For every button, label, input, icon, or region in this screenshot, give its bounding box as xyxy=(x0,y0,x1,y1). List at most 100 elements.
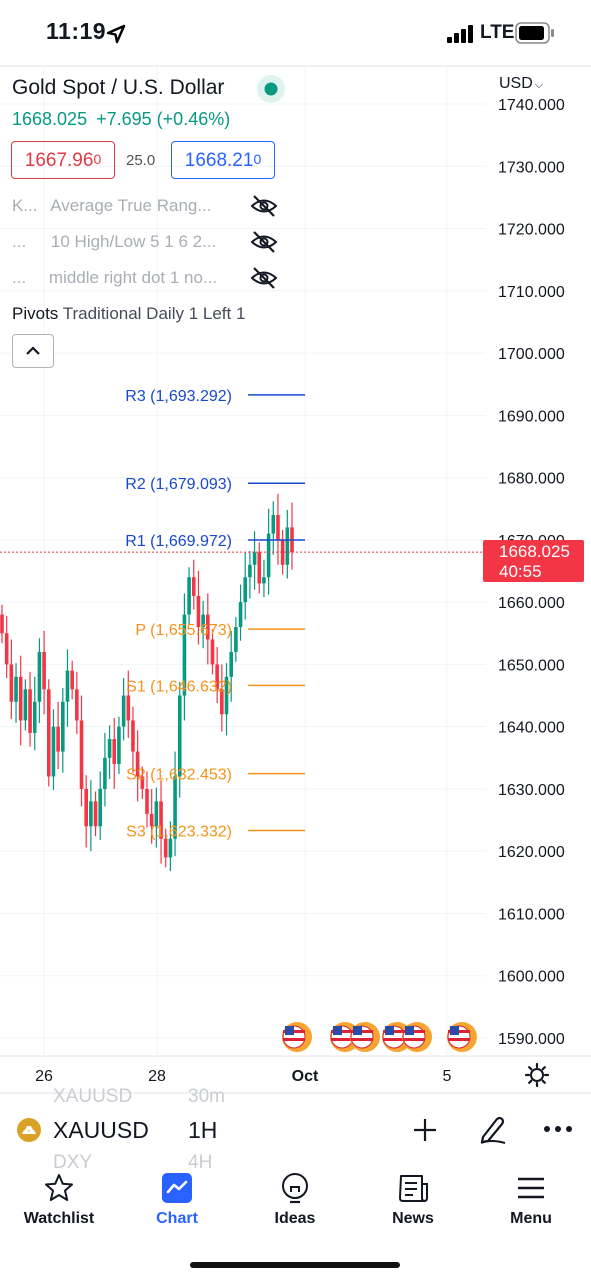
nav-chart[interactable]: Chart xyxy=(127,1172,227,1227)
price-change-line: 1668.025 +7.695 (+0.46%) xyxy=(12,109,230,130)
candle-body xyxy=(177,695,182,777)
flag-canton xyxy=(285,1026,294,1035)
nav-label: News xyxy=(392,1210,434,1227)
symbol-picker[interactable]: XAUUSD xyxy=(53,1117,149,1143)
star-icon xyxy=(45,1174,73,1201)
pivot-label: R1 (1,669.972) xyxy=(125,533,232,550)
flag-canton xyxy=(385,1026,394,1035)
pivot-label: S1 (1,646.632) xyxy=(126,678,232,695)
candle-body xyxy=(121,695,126,727)
candle-body xyxy=(262,577,266,584)
more-options-icon[interactable] xyxy=(543,1124,573,1134)
ask-price: 1668.21 xyxy=(184,150,254,171)
indicator-legend-atr[interactable]: K... Average True Rang... xyxy=(12,196,212,216)
candle-body xyxy=(42,651,46,690)
eye-hidden-icon[interactable] xyxy=(250,194,278,218)
indicator-legend-highlow[interactable]: ... 10 High/Low 5 1 6 2... xyxy=(12,232,216,252)
y-tick-label: 1700.000 xyxy=(498,346,565,363)
hamburger-icon xyxy=(518,1177,544,1199)
candle-body xyxy=(154,801,159,827)
y-tick-label: 1680.000 xyxy=(498,471,565,488)
ask-price-fraction: 0 xyxy=(253,151,262,167)
flag-canton xyxy=(450,1026,459,1035)
bid-price: 1667.96 xyxy=(24,150,94,171)
pivots-name: Pivots xyxy=(12,304,59,323)
candle-body xyxy=(89,801,93,827)
currency-select[interactable]: USD ⌵ xyxy=(497,75,546,93)
chevron-up-icon xyxy=(26,346,40,355)
pivot-label: R3 (1,693.292) xyxy=(125,388,232,405)
candle-body xyxy=(75,689,79,721)
eye-hidden-icon[interactable] xyxy=(250,230,278,254)
y-tick-label: 1590.000 xyxy=(498,1031,565,1048)
flag-canton xyxy=(333,1026,342,1035)
bid-price-fraction: 0 xyxy=(93,151,102,167)
indicator-short: ... xyxy=(12,232,27,251)
candle-body xyxy=(37,651,42,702)
indicator-name: Average True Rang... xyxy=(50,196,212,215)
ghost-interval-prev: 30m xyxy=(188,1086,225,1107)
plus-icon[interactable] xyxy=(412,1117,438,1143)
flag-stripe xyxy=(403,1038,425,1041)
candle-body xyxy=(98,788,103,827)
pivot-label: S3 (1,623.332) xyxy=(126,823,232,840)
ghost-symbol-next: DXY xyxy=(53,1152,93,1173)
y-tick-label: 1640.000 xyxy=(498,720,565,737)
nav-news[interactable]: News xyxy=(363,1172,463,1227)
pivots-params: Traditional Daily 1 Left 1 xyxy=(62,304,246,323)
candle-body xyxy=(238,602,243,628)
status-time: 11:19 xyxy=(46,18,107,44)
chart-icon xyxy=(162,1173,192,1203)
candle-body xyxy=(257,552,262,584)
indicator-short: ... xyxy=(12,268,27,287)
candle-body xyxy=(266,533,271,578)
sell-button[interactable]: 1667.960 xyxy=(11,141,115,179)
network-type: LTE xyxy=(480,22,515,43)
eye-hidden-icon[interactable] xyxy=(250,266,278,290)
nav-menu[interactable]: Menu xyxy=(481,1172,581,1227)
price-tag-value: 1668.025 xyxy=(499,542,570,561)
spread-value: 25.0 xyxy=(126,152,156,169)
interval-picker[interactable]: 1H xyxy=(188,1117,218,1143)
candle-body xyxy=(201,614,205,628)
collapse-legend-button[interactable] xyxy=(12,334,54,368)
candle-body xyxy=(65,670,70,702)
candle-body xyxy=(145,788,149,814)
y-tick-label: 1620.000 xyxy=(498,844,565,861)
candle-body xyxy=(103,757,107,789)
candle-body xyxy=(9,664,14,702)
y-tick-label: 1630.000 xyxy=(498,782,565,799)
buy-button[interactable]: 1668.210 xyxy=(171,141,275,179)
y-tick-label: 1720.000 xyxy=(498,222,565,239)
candle-body xyxy=(140,776,145,789)
nav-watchlist[interactable]: Watchlist xyxy=(9,1172,109,1227)
pivots-legend[interactable]: Pivots Traditional Daily 1 Left 1 xyxy=(12,304,245,324)
x-tick-label: 26 xyxy=(35,1068,53,1085)
flag-stripe xyxy=(351,1038,373,1041)
y-tick-label: 1730.000 xyxy=(498,159,565,176)
candle-body xyxy=(135,751,140,777)
drawing-tool-pen-icon[interactable] xyxy=(477,1113,509,1145)
candle-body xyxy=(93,801,98,827)
candle-body xyxy=(70,670,74,690)
y-tick-label: 1710.000 xyxy=(498,284,565,301)
nav-label: Watchlist xyxy=(23,1210,95,1227)
flag-stripe xyxy=(331,1038,353,1041)
nav-ideas[interactable]: Ideas xyxy=(245,1172,345,1227)
candle-body xyxy=(187,577,191,615)
x-tick-label: 28 xyxy=(148,1068,166,1085)
y-tick-label: 1600.000 xyxy=(498,969,565,986)
chart-settings-gear-icon[interactable] xyxy=(524,1062,550,1088)
indicator-legend-dot[interactable]: ... middle right dot 1 no... xyxy=(12,268,217,288)
ghost-interval-next: 4H xyxy=(188,1152,213,1173)
candle-body xyxy=(84,788,88,827)
price-chart[interactable]: 1740.000 1730.000 1720.000 1710.000 1700.000… xyxy=(0,0,591,1100)
y-tick-label: 1690.000 xyxy=(498,408,565,425)
candle-body xyxy=(79,720,84,789)
last-price: 1668.025 xyxy=(12,109,88,129)
y-tick-label: 1660.000 xyxy=(498,595,565,612)
x-tick-label: 5 xyxy=(443,1068,452,1085)
candle-body xyxy=(191,577,196,596)
candle-body xyxy=(28,689,32,733)
candle-body xyxy=(206,614,210,640)
